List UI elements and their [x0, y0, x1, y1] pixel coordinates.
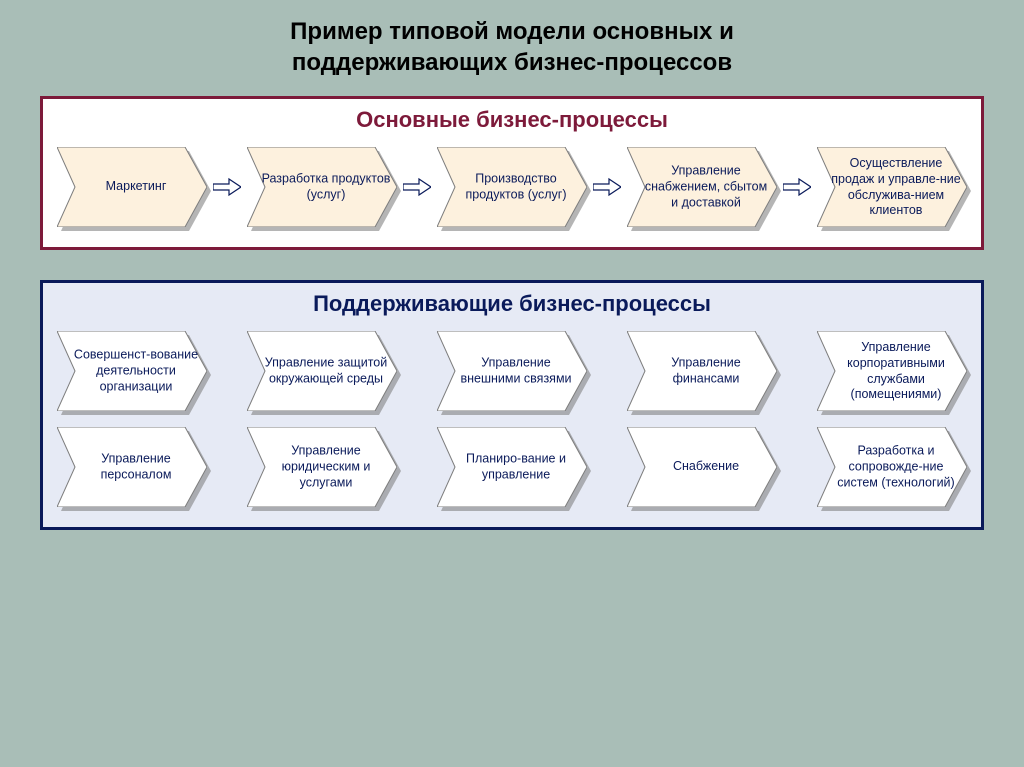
flow-arrow-icon: [403, 177, 431, 197]
flow-arrow-icon: [213, 177, 241, 197]
flow-arrow-icon: [783, 177, 811, 197]
main-block-2: Производство продуктов (услуг): [437, 147, 587, 227]
main-row: Маркетинг Разработка продуктов (услуг) Про…: [57, 147, 967, 227]
support-r1-block-0-label: Совершенст-вование деятельности организа…: [71, 348, 201, 395]
title-line-2: поддерживающих бизнес-процессов: [292, 49, 732, 76]
main-block-1-label: Разработка продуктов (услуг): [261, 172, 391, 203]
support-r2-block-2-label: Планиро-вание и управление: [451, 452, 581, 483]
support-r2-block-2: Планиро-вание и управление: [437, 427, 587, 507]
main-block-0: Маркетинг: [57, 147, 207, 227]
support-r1-block-2: Управление внешними связями: [437, 331, 587, 411]
support-r2-block-4-label: Разработка и сопровожде-ние систем (техн…: [831, 444, 961, 491]
support-r1-block-1-label: Управление защитой окружающей среды: [261, 356, 391, 387]
main-block-1: Разработка продуктов (услуг): [247, 147, 397, 227]
main-block-0-label: Маркетинг: [71, 180, 201, 196]
support-r2-block-1: Управление юридическим и услугами: [247, 427, 397, 507]
support-section-title: Поддерживающие бизнес-процессы: [57, 291, 967, 317]
support-r1-block-3: Управление финансами: [627, 331, 777, 411]
main-block-2-label: Производство продуктов (услуг): [451, 172, 581, 203]
support-r2-block-3-label: Снабжение: [641, 460, 771, 476]
supporting-processes-section: Поддерживающие бизнес-процессы Совершенс…: [40, 280, 984, 530]
support-row-2: Управление персоналом Управление юридичес…: [57, 427, 967, 507]
support-r1-block-4-label: Управление корпоративными службами (поме…: [831, 340, 961, 403]
flow-arrow-icon: [593, 177, 621, 197]
main-block-4-label: Осуществление продаж и управле-ние обслу…: [831, 156, 961, 219]
title-line-1: Пример типовой модели основных и: [290, 18, 734, 45]
support-r1-block-2-label: Управление внешними связями: [451, 356, 581, 387]
main-block-3-label: Управление снабжением, сбытом и доставко…: [641, 164, 771, 211]
support-r1-block-1: Управление защитой окружающей среды: [247, 331, 397, 411]
support-r2-block-0: Управление персоналом: [57, 427, 207, 507]
main-processes-section: Основные бизнес-процессы Маркетинг Разраб…: [40, 96, 984, 250]
main-section-title: Основные бизнес-процессы: [57, 107, 967, 133]
main-block-4: Осуществление продаж и управле-ние обслу…: [817, 147, 967, 227]
support-row-1: Совершенст-вование деятельности организа…: [57, 331, 967, 411]
support-r1-block-3-label: Управление финансами: [641, 356, 771, 387]
support-r2-block-4: Разработка и сопровожде-ние систем (техн…: [817, 427, 967, 507]
support-r1-block-0: Совершенст-вование деятельности организа…: [57, 331, 207, 411]
page-title: Пример типовой модели основных и поддерж…: [40, 16, 984, 78]
support-r2-block-3: Снабжение: [627, 427, 777, 507]
main-block-3: Управление снабжением, сбытом и доставко…: [627, 147, 777, 227]
support-r2-block-1-label: Управление юридическим и услугами: [261, 444, 391, 491]
support-r2-block-0-label: Управление персоналом: [71, 452, 201, 483]
support-r1-block-4: Управление корпоративными службами (поме…: [817, 331, 967, 411]
